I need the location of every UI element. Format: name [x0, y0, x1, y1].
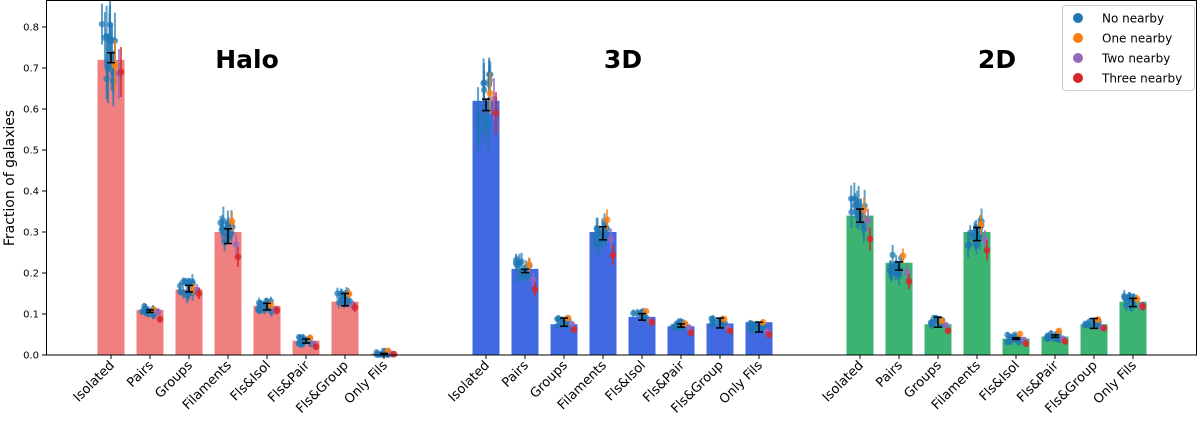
x-tick-label: Isolated: [820, 358, 867, 405]
y-tick-label: 0.7: [23, 64, 39, 75]
y-tick-label: 0.8: [23, 23, 39, 34]
y-tick-label: 0.4: [23, 187, 39, 198]
legend-label: Three nearby: [1101, 72, 1182, 86]
panel-titles: Halo 3D 2D: [215, 45, 1016, 74]
legend-marker-icon: [1073, 73, 1083, 83]
y-tick-label: 0.0: [23, 351, 39, 362]
legend-label: Two nearby: [1101, 52, 1170, 66]
x-tick-label: Only Fils: [1091, 358, 1140, 407]
x-tick-label: Isolated: [446, 358, 493, 405]
y-axis-label: Fraction of galaxies: [2, 110, 18, 246]
plot-frame: [46, 0, 1197, 356]
legend-label: No nearby: [1102, 12, 1164, 26]
x-tick-label: Pairs: [873, 358, 906, 391]
legend-label: One nearby: [1102, 32, 1172, 46]
x-tick-label: Pairs: [124, 358, 157, 391]
mean-errorbars-layer: [107, 52, 1137, 355]
bars-layer: [97, 59, 1147, 356]
scatter-points-layer: [98, 0, 1147, 358]
y-tick-label: 0.3: [23, 228, 39, 239]
bar-halo-0: [97, 59, 125, 356]
y-tick-label: 0.5: [23, 146, 39, 157]
legend-marker-icon: [1073, 13, 1083, 23]
panel-title-halo: Halo: [215, 45, 279, 74]
y-axis: 0.0 0.1 0.2 0.3 0.4 0.5 0.6 0.7 0.8: [23, 23, 47, 362]
x-tick-label: Pairs: [499, 358, 532, 391]
y-tick-label: 0.2: [23, 269, 39, 280]
x-tick-label: Only Fils: [717, 358, 766, 407]
bar-3d-0: [472, 100, 500, 355]
x-axis: Isolated PairsGroupsFilamentsFls&IsolFls&…: [71, 355, 1140, 417]
x-tick-label: Only Fils: [342, 358, 391, 407]
y-tick-label: 0.1: [23, 310, 39, 321]
x-tick-label: Isolated: [71, 358, 118, 405]
legend-marker-icon: [1073, 53, 1083, 63]
panel-title-2d: 2D: [978, 45, 1016, 74]
legend-marker-icon: [1073, 33, 1083, 43]
panel-title-3d: 3D: [604, 45, 642, 74]
y-tick-label: 0.6: [23, 105, 39, 116]
legend-box: [1062, 5, 1195, 91]
legend: No nearby One nearby Two nearby Three nearb…: [1062, 5, 1195, 91]
